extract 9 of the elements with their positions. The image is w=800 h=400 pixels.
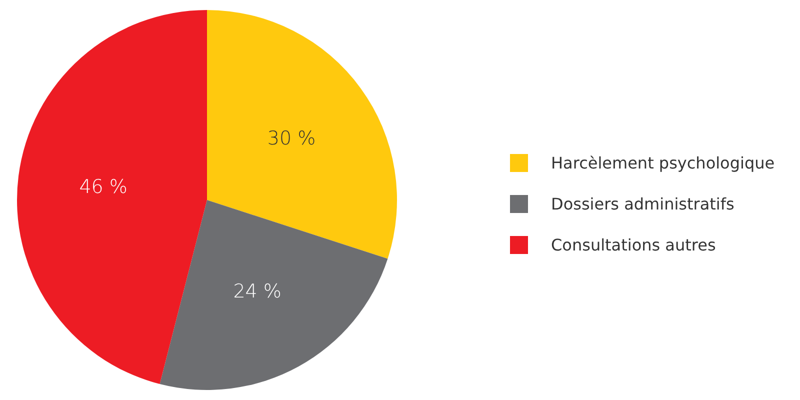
data-label: 30 %	[267, 128, 316, 150]
pie-slice	[207, 10, 397, 259]
legend-label: Harcèlement psychologique	[551, 154, 775, 172]
data-label: 46 %	[79, 176, 128, 198]
pie-slice	[160, 200, 388, 390]
legend-label: Dossiers administratifs	[551, 194, 734, 214]
pie-slice	[17, 10, 207, 384]
data-label: 24 %	[233, 280, 282, 303]
legend-label: Consultations autres	[551, 236, 716, 254]
